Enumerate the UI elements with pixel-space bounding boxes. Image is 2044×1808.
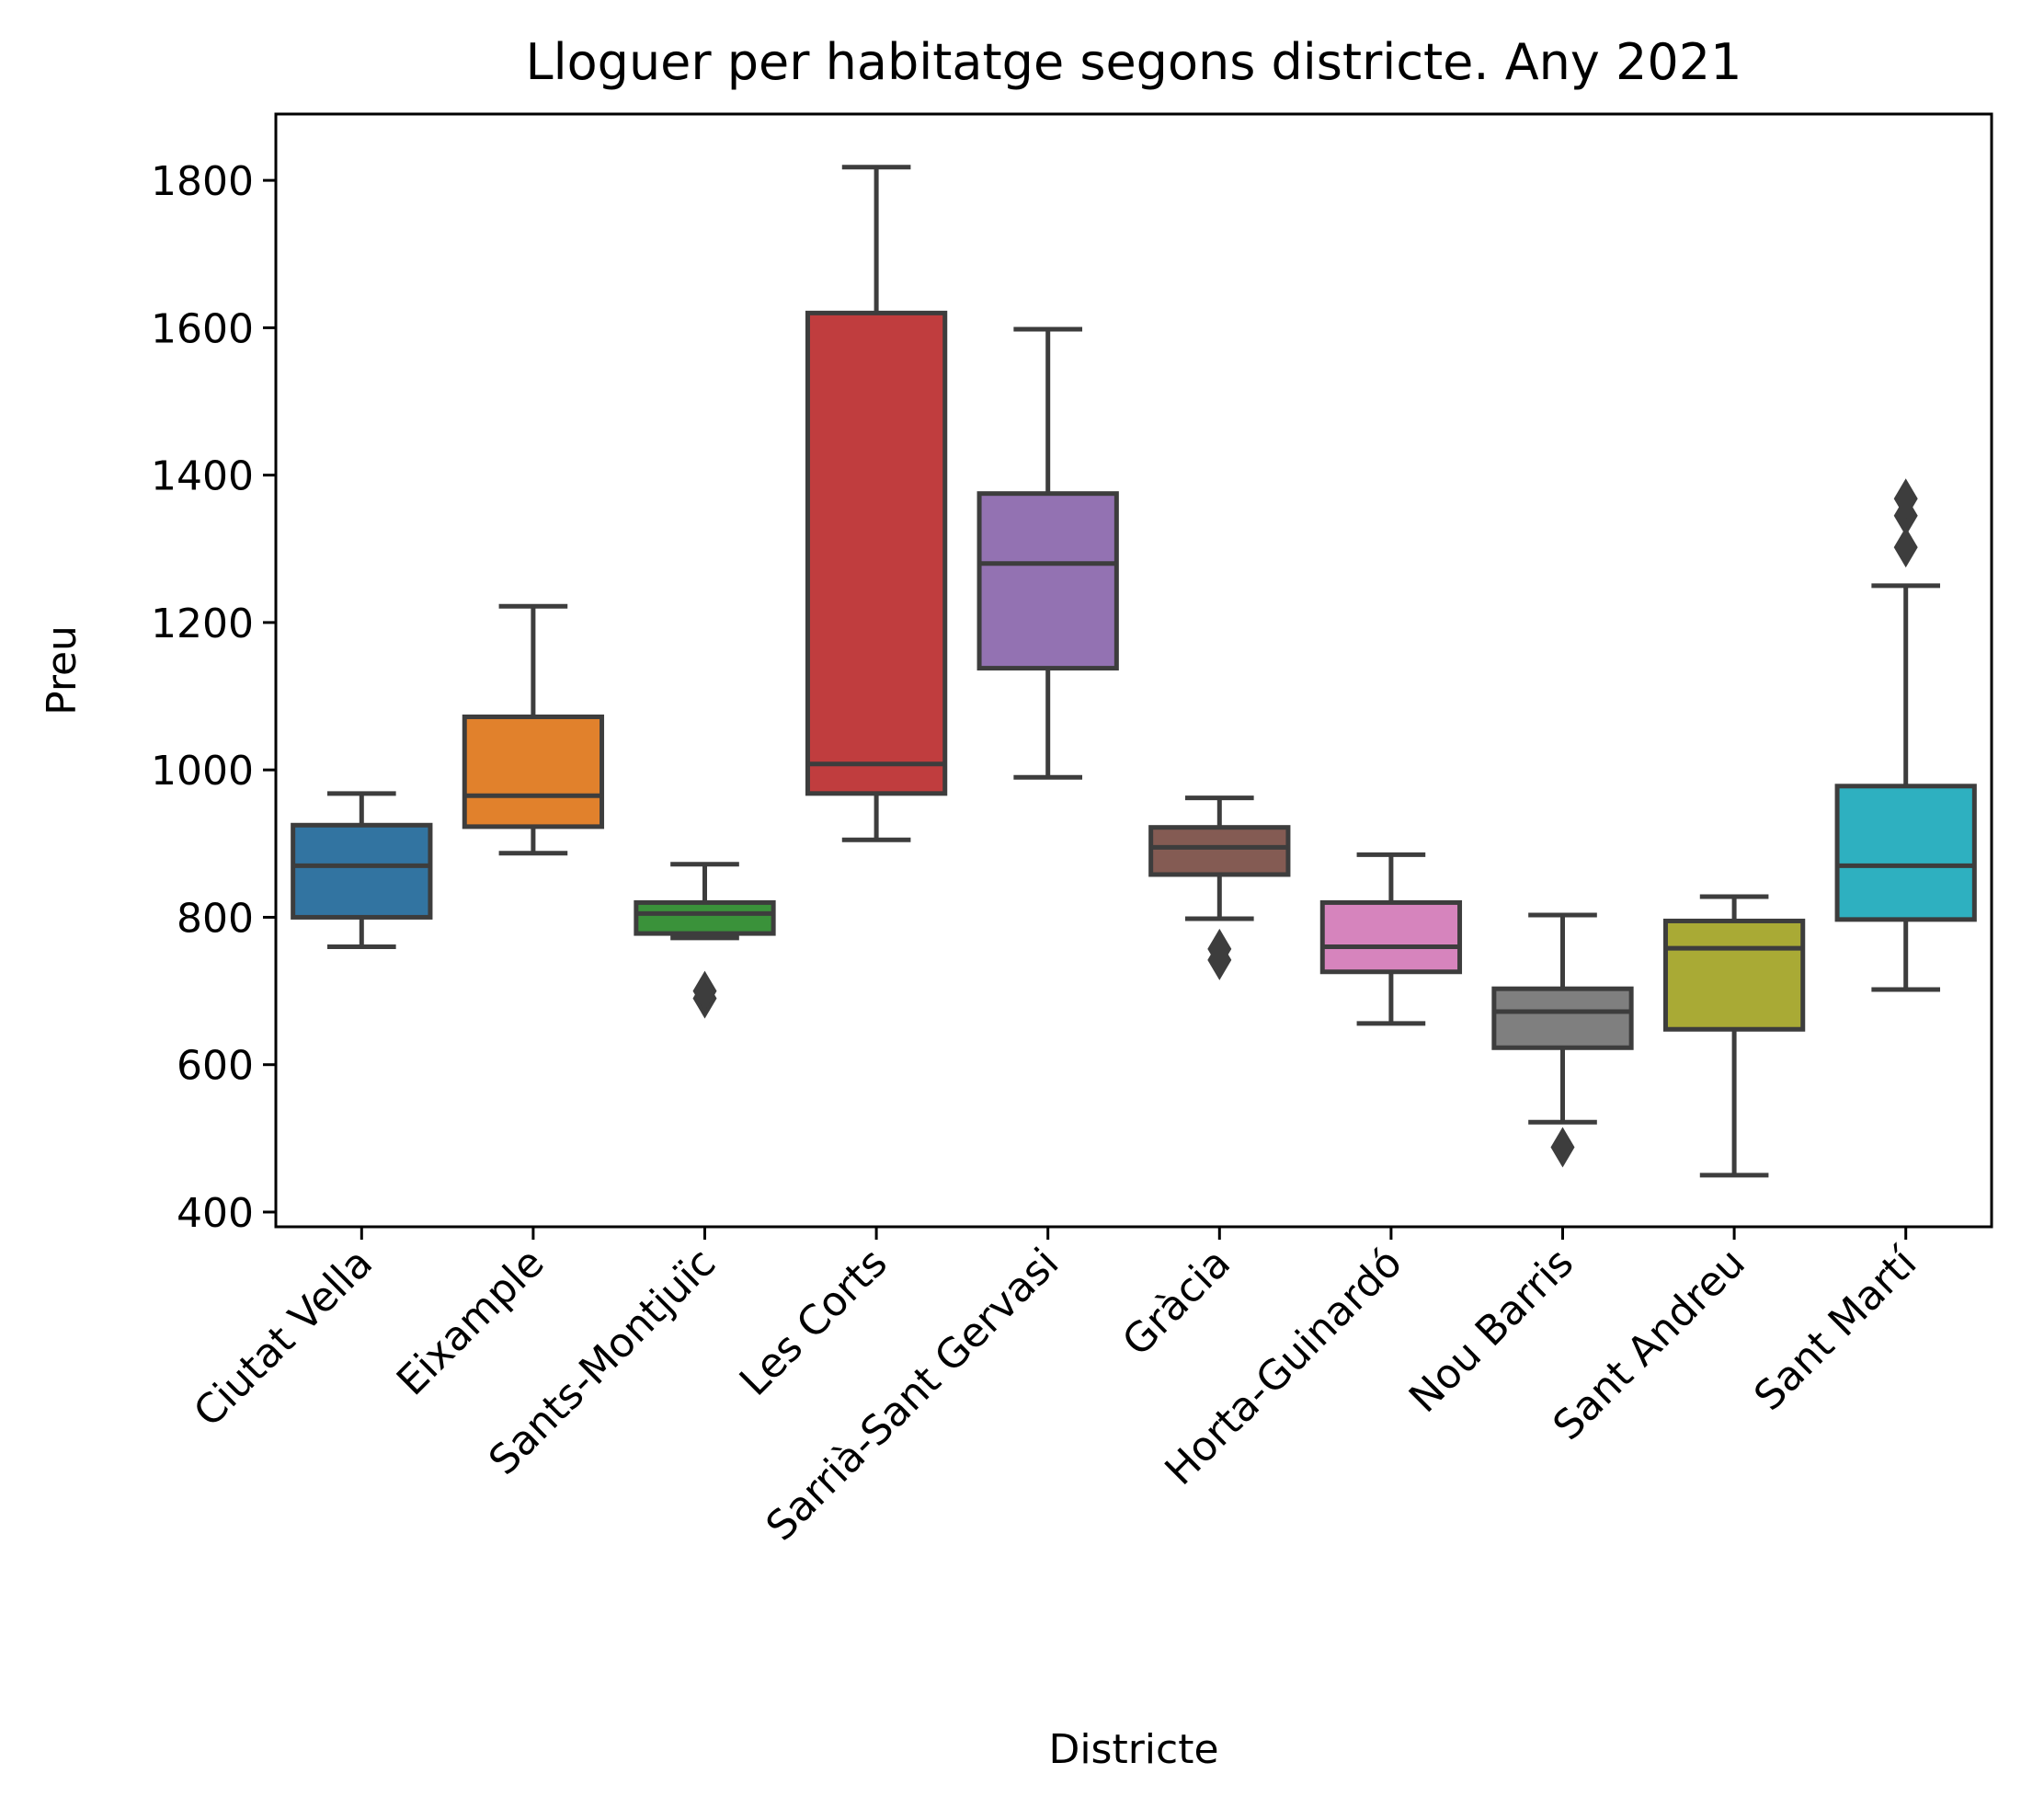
- x-tick-label: Les Corts: [731, 1240, 896, 1405]
- y-tick-label: 1800: [151, 158, 254, 205]
- box-iqr: [634, 899, 776, 936]
- y-tick-label: 1600: [151, 305, 254, 352]
- x-axis-label: Districte: [1048, 1726, 1218, 1773]
- box-iqr: [462, 714, 605, 830]
- y-axis: 400 600 800 1000 1200 1400 1600 1800: [151, 158, 276, 1237]
- box-group: [805, 165, 948, 842]
- x-tick-label: Eixample: [388, 1240, 554, 1405]
- box-group: [1662, 894, 1806, 1178]
- y-tick-label: 1000: [151, 748, 254, 795]
- y-tick-label: 800: [177, 895, 254, 942]
- box-iqr: [976, 491, 1119, 671]
- y-axis-label: Preu: [39, 625, 86, 715]
- x-tick-label: Sant Martí: [1745, 1238, 1926, 1419]
- box-iqr: [1834, 784, 1977, 922]
- box-group: [291, 791, 433, 949]
- box-group: [1319, 852, 1463, 1026]
- box-iqr: [1148, 825, 1291, 877]
- box-iqr: [291, 822, 433, 920]
- box-group: [1148, 795, 1291, 980]
- x-tick-label: Sarrià-Sant Gervasi: [758, 1240, 1068, 1551]
- box-group: [1491, 912, 1634, 1168]
- y-tick-label: 400: [177, 1190, 254, 1237]
- outlier-point: [1893, 527, 1918, 568]
- box-iqr: [1491, 986, 1634, 1050]
- outlier-point: [1550, 1127, 1575, 1168]
- x-tick-label: Nou Barris: [1400, 1240, 1582, 1422]
- x-tick-label: Ciutat Vella: [185, 1240, 382, 1436]
- outlier-point: [692, 970, 717, 1012]
- x-tick-label: Gràcia: [1113, 1240, 1239, 1366]
- outlier-point: [1893, 478, 1918, 520]
- plot-area: [291, 165, 1977, 1178]
- box-iqr: [1662, 918, 1806, 1032]
- box-iqr: [805, 310, 948, 796]
- box-group: [976, 326, 1119, 780]
- y-tick-label: 600: [177, 1043, 254, 1090]
- box-group: [634, 862, 776, 1019]
- outlier-point: [1207, 928, 1232, 969]
- plot-frame: [274, 112, 1993, 1229]
- y-tick-label: 1200: [151, 601, 254, 647]
- chart-title: Lloguer per habitatge segons districte. …: [526, 33, 1742, 91]
- y-tick-label: 1400: [151, 453, 254, 500]
- box-group: [1834, 478, 1977, 992]
- box-group: [462, 603, 605, 856]
- box-iqr: [1319, 899, 1463, 975]
